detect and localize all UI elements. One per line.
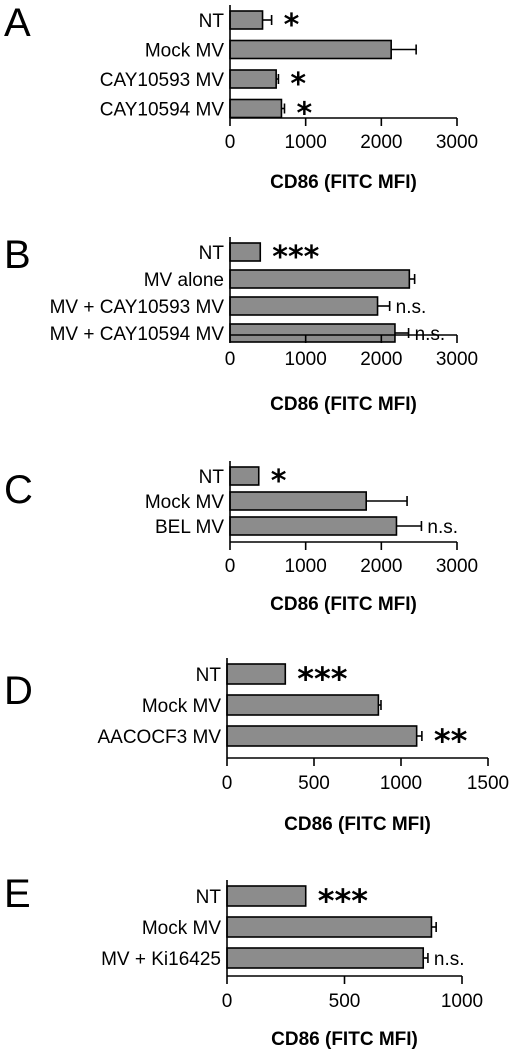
error-bar xyxy=(416,731,423,741)
x-axis-title: CD86 (FITC MFI) xyxy=(270,394,417,415)
category-label: AACOCF3 MV xyxy=(97,727,221,748)
error-bar xyxy=(396,521,423,531)
category-label: NT xyxy=(199,467,225,488)
significance-label: n.s. xyxy=(427,517,458,538)
category-label: Mock MV xyxy=(145,41,225,62)
significance-label: *** xyxy=(272,240,319,275)
bar xyxy=(229,296,379,316)
significance-label: * xyxy=(271,464,287,499)
significance-label: n.s. xyxy=(396,297,427,318)
significance-label: ** xyxy=(434,722,468,760)
category-label: MV alone xyxy=(144,270,224,291)
error-bar xyxy=(262,15,273,25)
category-label: CAY10594 MV xyxy=(100,100,225,121)
x-tick-label: 500 xyxy=(329,991,361,1012)
error-bar xyxy=(281,103,286,114)
error-bar xyxy=(431,922,437,932)
significance-label: *** xyxy=(297,660,347,698)
x-tick-label: 1000 xyxy=(441,991,483,1012)
significance-label: * xyxy=(284,8,300,43)
x-tick-label: 2000 xyxy=(360,556,402,577)
x-tick-label: 0 xyxy=(222,773,233,794)
panel-b: B NT *** MV alone MV + CAY10593 MV n.s. MV + C… xyxy=(4,233,478,415)
bar xyxy=(229,323,396,343)
panel-a: A NT * Mock MV CAY10593 MV * CAY10594 MV * 0 1000… xyxy=(4,1,478,193)
error-bar xyxy=(394,328,410,338)
bar xyxy=(229,98,283,119)
x-tick-label: 2000 xyxy=(360,349,402,370)
error-bar xyxy=(276,74,280,84)
bar xyxy=(226,916,433,938)
error-bar xyxy=(378,700,382,710)
x-tick-label: 0 xyxy=(225,349,236,370)
x-axis-title: CD86 (FITC MFI) xyxy=(270,172,417,193)
x-tick-label: 0 xyxy=(225,556,236,577)
x-tick-label: 500 xyxy=(298,773,330,794)
x-tick-label: 3000 xyxy=(436,132,478,153)
x-axis-title: CD86 (FITC MFI) xyxy=(270,594,417,615)
significance-label: n.s. xyxy=(434,949,465,970)
x-tick-label: 1000 xyxy=(285,556,327,577)
error-bar xyxy=(409,274,416,284)
bar xyxy=(229,491,367,511)
bar xyxy=(229,269,411,289)
bar xyxy=(229,466,260,486)
category-label: BEL MV xyxy=(155,517,224,538)
x-tick-label: 3000 xyxy=(436,349,478,370)
category-label: Mock MV xyxy=(145,492,225,513)
bar xyxy=(229,69,277,89)
error-bar xyxy=(423,953,429,963)
panel-e: E NT *** Mock MV MV + Ki16425 n.s. 0 500 1000 CD8… xyxy=(4,872,483,1050)
category-label: Mock MV xyxy=(142,696,222,717)
category-label: CAY10593 MV xyxy=(100,70,225,91)
x-tick-label: 1000 xyxy=(380,773,422,794)
x-tick-label: 0 xyxy=(225,132,236,153)
panel-c: C NT * Mock MV BEL MV n.s. 0 1000 2000 3000 CD86 (… xyxy=(4,461,478,615)
bar xyxy=(229,516,398,536)
category-label: NT xyxy=(199,11,225,32)
bar xyxy=(229,39,392,60)
category-label: MV + CAY10593 MV xyxy=(50,297,225,318)
panel-d: D NT *** Mock MV AACOCF3 MV ** 0 500 1000 1500 CD8… xyxy=(4,658,509,835)
x-tick-label: 1500 xyxy=(467,773,509,794)
bar xyxy=(226,947,425,969)
bar xyxy=(229,242,262,262)
category-label: NT xyxy=(196,665,222,686)
category-label: Mock MV xyxy=(142,918,222,939)
x-tick-label: 0 xyxy=(222,991,233,1012)
bar xyxy=(226,885,307,907)
significance-label: * xyxy=(296,97,312,132)
bar xyxy=(226,725,418,747)
panel-letter: C xyxy=(4,468,33,512)
category-label: NT xyxy=(199,243,225,264)
panel-letter: D xyxy=(4,669,33,713)
error-bar xyxy=(391,44,417,55)
x-tick-label: 2000 xyxy=(360,132,402,153)
bar xyxy=(226,663,287,685)
bar xyxy=(226,694,380,716)
panel-letter: A xyxy=(4,1,31,45)
category-label: MV + Ki16425 xyxy=(101,949,221,970)
x-tick-label: 1000 xyxy=(285,132,327,153)
x-tick-label: 1000 xyxy=(285,349,327,370)
significance-label: * xyxy=(290,67,306,102)
category-label: MV + CAY10594 MV xyxy=(50,324,225,345)
category-label: NT xyxy=(196,887,222,908)
bar xyxy=(229,10,264,30)
significance-label: *** xyxy=(318,882,368,920)
x-axis-title: CD86 (FITC MFI) xyxy=(271,1029,418,1050)
panel-letter: B xyxy=(4,233,31,277)
error-bar xyxy=(366,496,408,506)
panel-letter: E xyxy=(4,872,31,916)
x-axis-title: CD86 (FITC MFI) xyxy=(284,814,431,835)
error-bar xyxy=(377,301,391,311)
x-tick-label: 3000 xyxy=(436,556,478,577)
